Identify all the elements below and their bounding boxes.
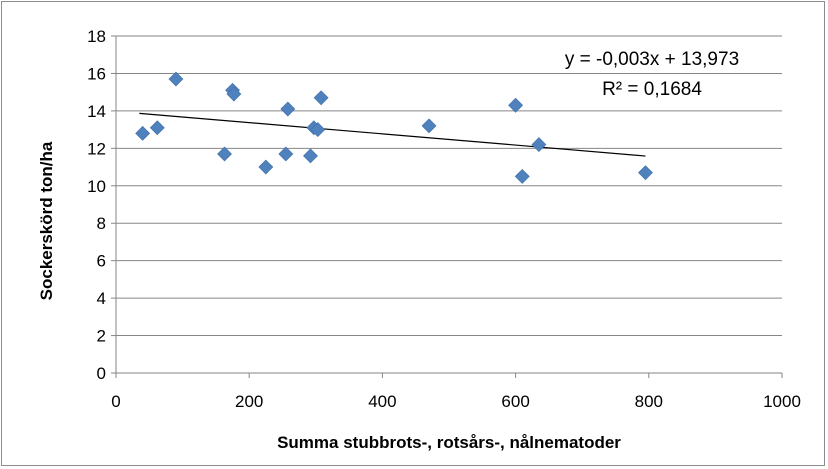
data-point: [168, 71, 184, 87]
y-tick-labels: 0 2 4 6 8 10 12 14 16 18: [87, 27, 106, 383]
y-tick-label: 4: [97, 289, 106, 308]
data-point: [303, 148, 318, 164]
data-point: [421, 118, 437, 134]
x-tick-label: 1000: [763, 392, 801, 411]
trendline: [139, 112, 646, 157]
data-point: [310, 122, 326, 138]
x-tick-label: 0: [111, 392, 120, 411]
x-tick-labels: 0 200 400 600 800 1000: [111, 392, 801, 411]
y-tick-label: 18: [87, 27, 106, 46]
data-point: [638, 165, 653, 181]
data-points: [135, 71, 653, 184]
r-squared-label: R² = 0,1684: [602, 79, 702, 100]
data-point: [149, 120, 165, 136]
x-tick-label: 800: [635, 392, 663, 411]
data-point: [508, 97, 524, 113]
x-tick-label: 200: [235, 392, 263, 411]
data-point: [278, 146, 294, 162]
data-point: [135, 125, 151, 141]
trendline-equation: y = -0,003x + 13,973: [565, 49, 739, 70]
data-point: [226, 86, 242, 102]
y-tick-label: 2: [97, 327, 106, 346]
gridlines: [116, 35, 782, 337]
data-point: [313, 90, 329, 106]
y-tick-label: 12: [87, 139, 106, 158]
y-tick-label: 16: [87, 64, 106, 83]
data-point: [514, 168, 530, 184]
x-tick-label: 600: [501, 392, 529, 411]
axes: [111, 35, 783, 378]
data-point: [258, 159, 274, 175]
data-point: [217, 146, 232, 162]
y-tick-label: 8: [97, 214, 106, 233]
y-axis-title: Sockerskörd ton/ha: [37, 141, 56, 300]
data-point: [280, 101, 296, 117]
data-point: [531, 137, 547, 153]
y-tick-label: 6: [97, 252, 106, 271]
x-axis-title: Summa stubbrots-, rotsårs-, nålnematoder: [277, 433, 621, 452]
y-tick-label: 10: [87, 177, 106, 196]
x-tick-label: 400: [368, 392, 396, 411]
y-tick-label: 14: [87, 102, 106, 121]
trendline-group: [139, 112, 646, 157]
y-tick-label: 0: [97, 364, 106, 383]
